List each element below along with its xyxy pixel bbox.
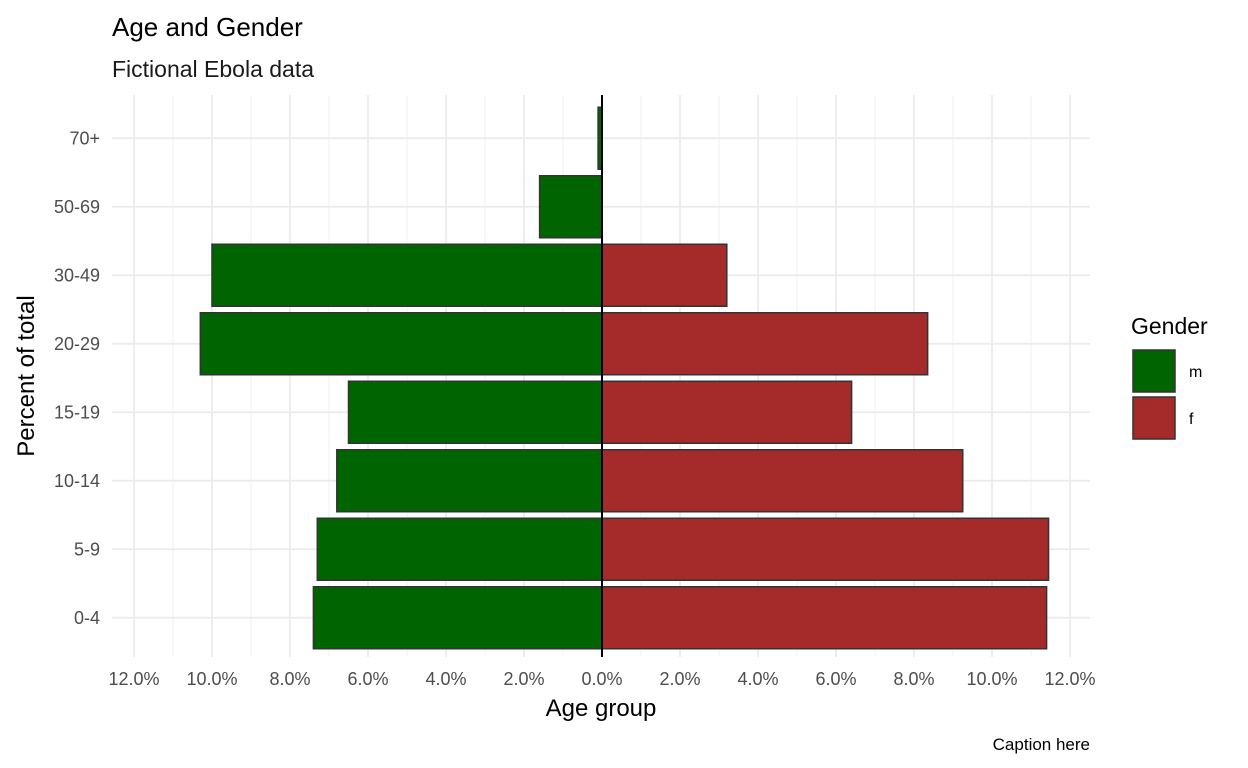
x-tick-label: 8.0% [269, 669, 310, 689]
bars [199, 106, 1050, 650]
y-tick-label: 10-14 [54, 471, 100, 491]
bar-f-15-19 [601, 380, 853, 444]
legend: Gender m f [1131, 313, 1208, 440]
chart-title: Age and Gender [112, 12, 303, 42]
bar-m-5-9 [316, 517, 603, 581]
y-tick-label: 70+ [69, 128, 100, 148]
y-tick-label: 0-4 [74, 608, 100, 628]
chart-caption: Caption here [993, 735, 1090, 754]
x-tick-label: 12.0% [1044, 669, 1095, 689]
x-tick-label: 10.0% [186, 669, 237, 689]
bar-m-20-29 [199, 312, 603, 376]
x-axis-title: Age group [546, 695, 657, 722]
bar-f-10-14 [601, 449, 964, 513]
bar-f-30-49 [601, 243, 728, 307]
legend-key-f [1132, 396, 1176, 440]
x-tick-label: 4.0% [737, 669, 778, 689]
y-tick-label: 5-9 [74, 539, 100, 559]
y-tick-label: 15-19 [54, 402, 100, 422]
bar-m-0-4 [312, 586, 603, 650]
x-tick-label: 10.0% [966, 669, 1017, 689]
y-axis-title: Percent of total [13, 295, 40, 456]
x-tick-label: 2.0% [659, 669, 700, 689]
x-tick-label: 2.0% [503, 669, 544, 689]
legend-label-f: f [1189, 411, 1194, 428]
y-tick-label: 20-29 [54, 334, 100, 354]
x-tick-label: 12.0% [108, 669, 159, 689]
legend-label-m: m [1189, 364, 1202, 381]
legend-key-m [1132, 349, 1176, 393]
bar-m-10-14 [336, 449, 603, 513]
x-tick-labels: 12.0% 10.0% 8.0% 6.0% 4.0% 2.0% 0.0% 2.0% 4.0% 6.… [108, 669, 1095, 689]
chart-subtitle: Fictional Ebola data [112, 56, 314, 82]
y-tick-labels: 0-4 5-9 10-14 15-19 20-29 30-49 50-69 70+ [54, 128, 100, 628]
y-tick-label: 30-49 [54, 265, 100, 285]
y-tick-label: 50-69 [54, 197, 100, 217]
x-tick-label: 8.0% [893, 669, 934, 689]
bar-f-5-9 [601, 517, 1050, 581]
x-tick-label: 6.0% [347, 669, 388, 689]
bar-m-30-49 [211, 243, 603, 307]
bar-f-20-29 [601, 312, 929, 376]
x-tick-label: 0.0% [581, 669, 622, 689]
bar-f-0-4 [601, 586, 1048, 650]
bar-m-15-19 [347, 380, 603, 444]
x-tick-label: 4.0% [425, 669, 466, 689]
x-tick-label: 6.0% [815, 669, 856, 689]
legend-title: Gender [1131, 313, 1208, 339]
bar-m-50-69 [538, 175, 603, 239]
